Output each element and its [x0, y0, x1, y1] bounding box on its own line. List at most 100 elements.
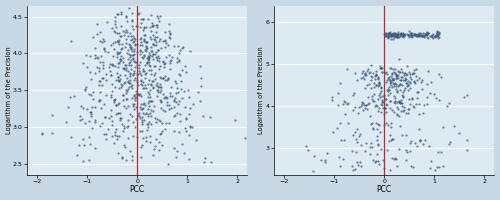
Point — [136, 129, 144, 132]
Point — [402, 74, 410, 77]
Point — [368, 122, 376, 125]
Point — [408, 35, 416, 39]
Point — [384, 85, 392, 88]
Point — [76, 118, 84, 122]
Point — [166, 59, 174, 62]
Point — [137, 79, 145, 82]
Point — [393, 35, 401, 39]
Point — [392, 97, 400, 100]
Point — [420, 34, 428, 37]
Point — [144, 91, 152, 94]
Point — [424, 36, 432, 39]
Point — [154, 88, 162, 91]
Point — [128, 102, 136, 106]
Point — [144, 107, 152, 110]
Point — [137, 37, 145, 40]
Point — [398, 104, 406, 108]
Point — [122, 107, 130, 110]
Point — [433, 165, 441, 168]
Point — [416, 34, 424, 37]
Point — [438, 75, 446, 78]
Point — [389, 81, 397, 84]
Point — [206, 160, 214, 163]
Point — [372, 83, 380, 86]
Point — [373, 127, 381, 131]
Point — [368, 97, 376, 100]
Point — [148, 54, 156, 57]
Point — [392, 158, 400, 161]
Point — [384, 93, 392, 96]
Point — [106, 96, 114, 99]
Point — [138, 107, 146, 111]
Point — [392, 34, 400, 37]
Point — [124, 90, 132, 93]
Point — [358, 71, 366, 74]
Point — [82, 88, 90, 91]
Point — [159, 108, 167, 111]
Point — [110, 98, 118, 102]
Point — [111, 23, 119, 26]
Point — [108, 120, 116, 123]
Point — [100, 40, 108, 43]
Point — [424, 32, 432, 35]
Point — [153, 82, 161, 85]
Point — [112, 133, 120, 137]
Point — [107, 93, 115, 97]
Point — [408, 31, 416, 34]
Point — [374, 81, 382, 85]
Point — [120, 127, 128, 130]
Point — [170, 146, 178, 150]
Point — [124, 57, 132, 60]
Point — [400, 34, 407, 37]
Point — [101, 115, 109, 119]
Point — [165, 103, 173, 107]
Point — [132, 24, 140, 28]
Point — [114, 102, 122, 105]
Point — [176, 51, 184, 55]
Point — [384, 76, 392, 79]
Point — [48, 132, 56, 135]
Point — [153, 14, 161, 18]
Point — [416, 138, 424, 142]
Point — [384, 77, 392, 80]
Point — [147, 14, 155, 17]
Point — [150, 33, 158, 36]
Point — [398, 33, 406, 37]
Point — [126, 45, 134, 49]
Point — [416, 139, 424, 142]
Point — [383, 34, 391, 37]
Point — [128, 19, 136, 23]
Point — [362, 107, 370, 110]
Point — [390, 100, 398, 103]
Point — [126, 56, 134, 59]
Point — [366, 146, 374, 149]
Point — [382, 72, 390, 76]
Point — [143, 61, 151, 64]
Point — [130, 47, 138, 51]
Point — [412, 75, 420, 78]
Point — [138, 95, 145, 98]
Point — [344, 102, 351, 106]
Point — [115, 62, 123, 65]
Point — [174, 90, 182, 93]
Point — [118, 47, 126, 50]
Point — [366, 82, 374, 85]
Point — [394, 107, 402, 110]
Point — [128, 11, 136, 15]
Point — [115, 102, 123, 105]
Point — [392, 35, 400, 38]
Point — [450, 125, 458, 128]
Point — [124, 137, 132, 140]
Point — [374, 144, 382, 147]
Point — [164, 77, 172, 80]
Point — [354, 78, 362, 81]
Point — [396, 33, 404, 37]
Point — [138, 86, 146, 89]
Point — [126, 32, 134, 35]
Point — [422, 82, 430, 85]
Point — [156, 100, 164, 103]
Point — [388, 157, 396, 160]
Point — [368, 64, 376, 67]
Point — [142, 139, 150, 143]
Point — [154, 88, 162, 91]
